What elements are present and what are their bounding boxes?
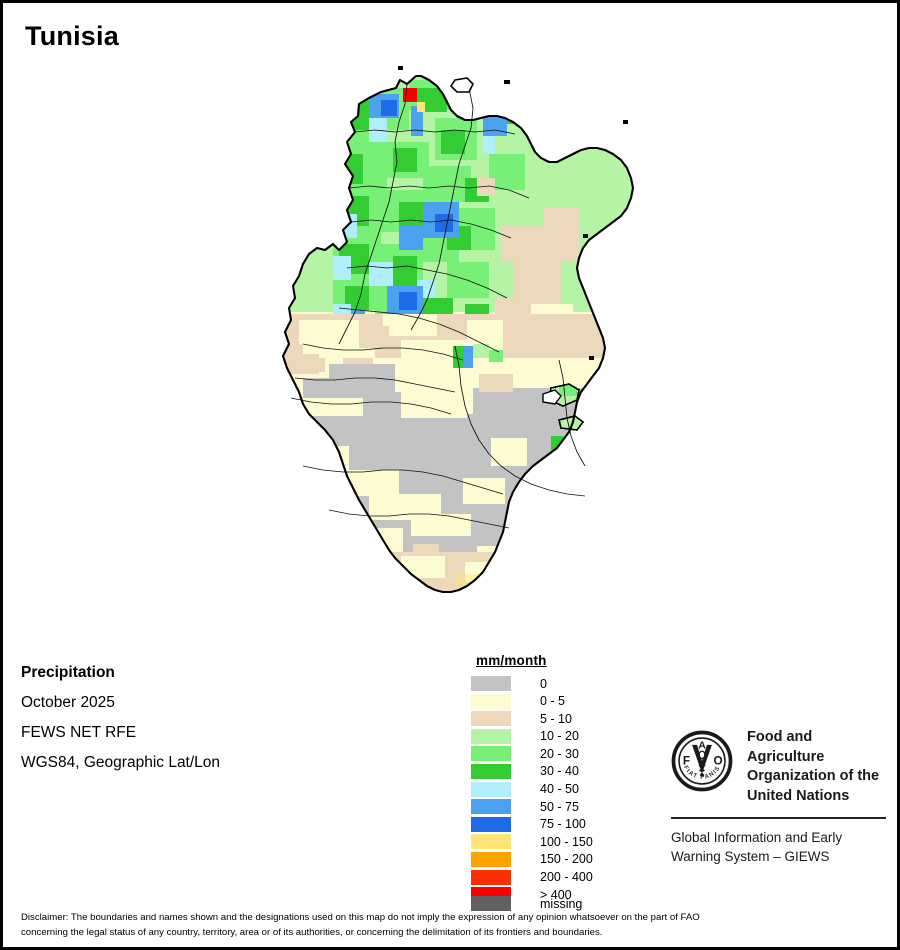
legend-swatch <box>471 781 511 797</box>
legend-label: 40 - 50 <box>540 782 579 797</box>
fao-name-line3: United Nations <box>747 787 850 804</box>
legend-entry: 20 - 30 <box>471 745 611 762</box>
svg-text:A: A <box>698 740 706 752</box>
fao-name-line2: Organization of the <box>747 768 880 784</box>
page-title: Tunisia <box>25 21 119 51</box>
legend-entry: 5 - 10 <box>471 710 611 727</box>
legend-swatch <box>471 746 511 762</box>
legend-entry: 30 - 40 <box>471 763 611 780</box>
legend-swatch <box>471 711 511 727</box>
governorate-boundaries <box>290 83 586 529</box>
legend-swatch <box>471 851 511 867</box>
legend-entry: 150 - 200 <box>471 851 611 868</box>
giews-line2: Warning System – GIEWS <box>671 849 830 864</box>
offshore-specks <box>398 66 628 360</box>
info-period: October 2025 <box>21 694 115 711</box>
legend-label: 30 - 40 <box>540 764 579 779</box>
disclaimer: Disclaimer: The boundaries and names sho… <box>21 911 887 940</box>
map-canvas[interactable] <box>3 58 897 638</box>
legend-entry: 100 - 150 <box>471 833 611 850</box>
tunisia-precipitation-map[interactable] <box>3 58 897 638</box>
legend-label: 0 <box>540 676 547 691</box>
legend-entries: 0 0 - 5 5 - 10 10 - 20 20 - 30 30 - 40 40 - 50… <box>471 675 611 903</box>
legend-unit-title: mm/month <box>476 653 547 668</box>
legend-swatch <box>471 816 511 832</box>
legend-label: 50 - 75 <box>540 799 579 814</box>
info-source: FEWS NET RFE <box>21 724 137 741</box>
legend-swatch <box>471 763 511 779</box>
fao-name-line1: Food and Agriculture <box>747 729 825 765</box>
legend-entry: 40 - 50 <box>471 781 611 798</box>
fao-logo-icon: A F O FIAT PANIS <box>671 730 733 792</box>
map-legend: mm/month 0 0 - 5 5 - 10 10 - 20 20 - 30 30 - … <box>471 653 611 904</box>
svg-text:O: O <box>714 755 723 768</box>
fao-branding: A F O FIAT PANIS Food and Agriculture Or… <box>671 728 886 866</box>
legend-swatch-missing <box>471 896 511 911</box>
disclaimer-line1: Disclaimer: The boundaries and names sho… <box>21 912 700 923</box>
coastal-lagoons <box>449 77 562 405</box>
legend-label: 0 - 5 <box>540 694 566 709</box>
legend-label: 200 - 400 <box>540 870 593 885</box>
legend-swatch <box>471 676 511 691</box>
legend-label: 20 - 30 <box>540 746 579 761</box>
legend-label: 75 - 100 <box>540 817 586 832</box>
country-outline <box>281 74 635 594</box>
legend-swatch <box>471 693 511 709</box>
legend-entry: 75 - 100 <box>471 816 611 833</box>
legend-entry: 200 - 400 <box>471 869 611 886</box>
legend-entry: 50 - 75 <box>471 798 611 815</box>
info-variable: Precipitation <box>21 664 115 681</box>
legend-label-missing: missing <box>540 896 583 911</box>
legend-swatch <box>471 834 511 850</box>
map-info-block: Precipitation October 2025 FEWS NET RFE … <box>21 658 321 778</box>
legend-label: > 400 <box>540 887 572 902</box>
legend-label: 150 - 200 <box>540 852 593 867</box>
svg-text:F: F <box>683 755 690 768</box>
legend-entry: 0 - 5 <box>471 693 611 710</box>
disclaimer-line2: concerning the legal status of any count… <box>21 926 603 938</box>
giews-text: Global Information and Early Warning Sys… <box>671 828 886 866</box>
giews-line1: Global Information and Early <box>671 830 843 845</box>
legend-swatch <box>471 728 511 744</box>
legend-entry-missing: missing <box>471 896 582 911</box>
legend-label: 100 - 150 <box>540 834 593 849</box>
raster-south-desert <box>283 358 633 592</box>
legend-swatch <box>471 799 511 815</box>
fao-divider <box>671 817 886 819</box>
info-projection: WGS84, Geographic Lat/Lon <box>21 754 221 771</box>
legend-entry: 0 <box>471 675 611 692</box>
precipitation-raster <box>283 76 633 592</box>
legend-label: 5 - 10 <box>540 711 572 726</box>
legend-swatch <box>471 869 511 885</box>
raster-north-green <box>283 76 633 354</box>
raster-transition <box>283 314 633 394</box>
legend-label: 10 - 20 <box>540 729 579 744</box>
legend-entry: 10 - 20 <box>471 728 611 745</box>
